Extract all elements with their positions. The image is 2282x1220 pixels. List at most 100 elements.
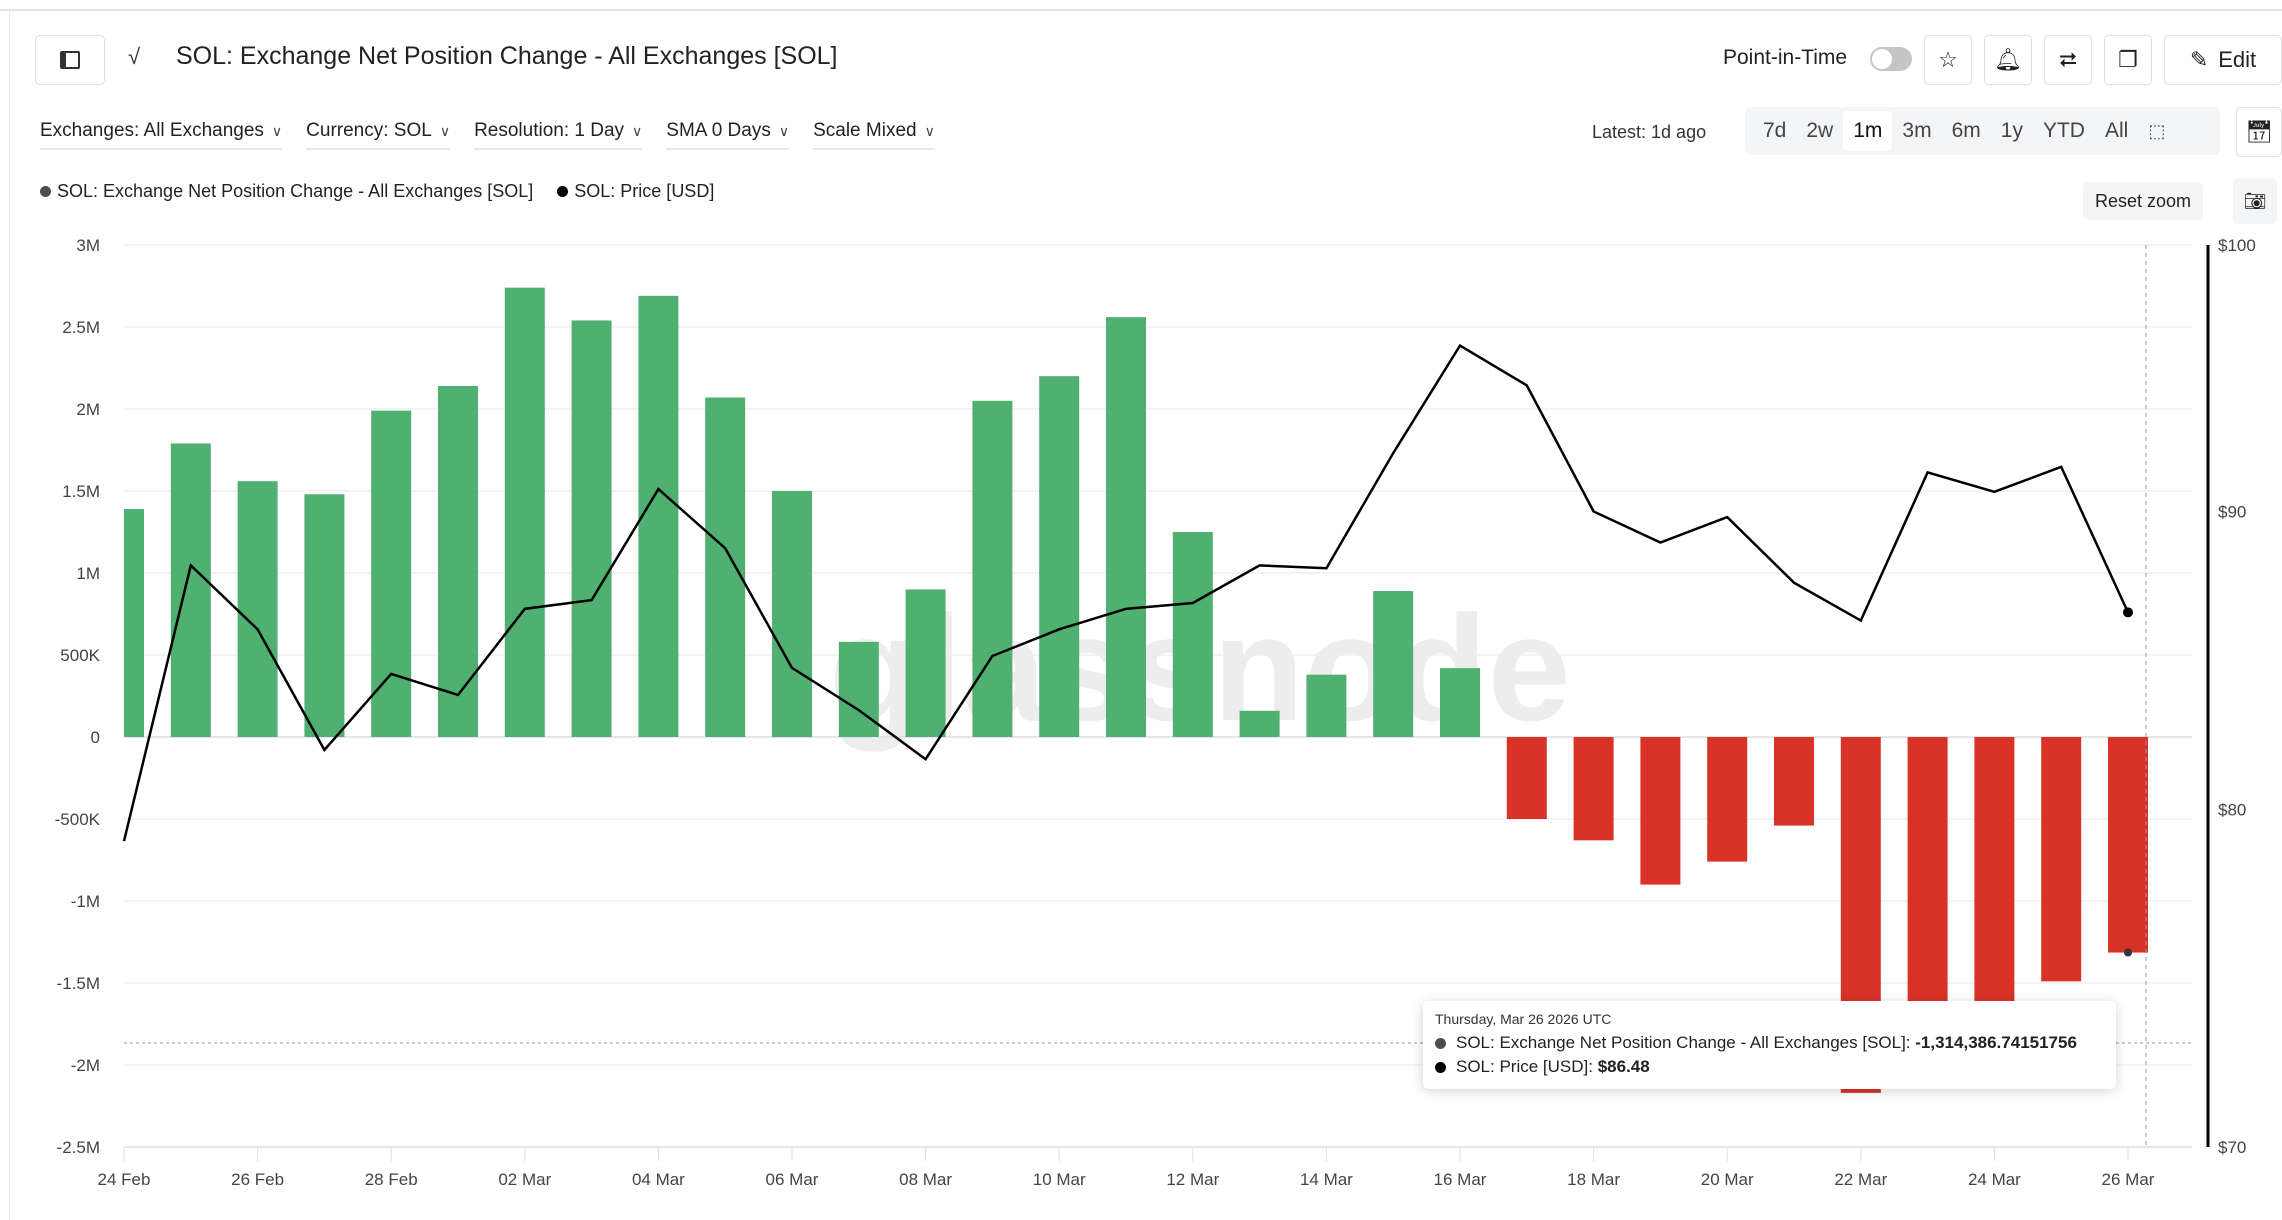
top-border [0,9,2282,11]
bar[interactable] [838,641,879,737]
bar[interactable] [571,320,612,737]
left-axis-tick-label: -2M [71,1056,100,1075]
zoom-select-icon[interactable]: ⬚ [2148,120,2166,141]
x-axis-tick-label: 02 Mar [498,1170,551,1189]
bar[interactable] [1440,668,1480,737]
left-axis-tick-label: 3M [76,236,100,255]
x-axis-tick-label: 18 Mar [1567,1170,1620,1189]
copy-icon: ❐ [2118,47,2138,72]
bar[interactable] [1707,737,1748,862]
bar[interactable] [237,481,278,737]
filter-bar: Exchanges: All Exchanges ∨ Currency: SOL ∨… [40,118,935,150]
tooltip-label: SOL: Price [USD]: [1456,1057,1598,1076]
alert-button[interactable]: 🔔︎ [1984,35,2032,85]
filter-exchanges[interactable]: Exchanges: All Exchanges ∨ [40,118,283,150]
bar[interactable] [170,443,211,737]
bar[interactable] [1106,317,1146,737]
filter-scale[interactable]: Scale Mixed ∨ [813,118,935,150]
filter-sma[interactable]: SMA 0 Days ∨ [666,118,790,150]
x-axis-tick-label: 20 Mar [1701,1170,1754,1189]
left-axis-tick-label: 2M [76,400,100,419]
x-axis-tick-label: 04 Mar [632,1170,685,1189]
tooltip-label: SOL: Exchange Net Position Change - All … [1456,1033,1916,1052]
bar[interactable] [1306,674,1347,737]
sidebar-icon [60,51,80,69]
legend-item-price[interactable]: SOL: Price [USD] [557,181,714,202]
bar[interactable] [438,386,478,737]
bar[interactable] [1506,737,1547,819]
bar[interactable] [705,397,746,737]
bar[interactable] [2108,737,2148,953]
range-1y[interactable]: 1y [2000,119,2023,142]
range-7d[interactable]: 7d [1763,119,1787,142]
share-button[interactable]: ⮂ [2044,35,2092,85]
bar[interactable] [772,491,812,737]
latest-update-label: Latest: 1d ago [1592,122,1707,142]
range-2w[interactable]: 2w [1806,119,1834,142]
bar[interactable] [371,410,412,737]
x-axis-tick-label: 26 Mar [2102,1170,2155,1189]
range-selector: 7d 2w 1m 3m 6m 1y YTD All ⬚ [1745,107,2220,155]
filter-label: SMA 0 Days [666,120,771,141]
favorite-button[interactable]: ☆ [1924,35,1972,85]
left-axis-tick-label: -1M [71,892,100,911]
pencil-icon: ✎ [2189,47,2209,72]
bar[interactable] [124,509,144,737]
camera-icon: 📷︎ [2243,190,2267,211]
range-6m[interactable]: 6m [1951,119,1981,142]
screenshot-button[interactable]: 📷︎ [2233,178,2277,224]
reset-zoom-button[interactable]: Reset zoom [2083,182,2203,220]
bar[interactable] [1974,737,2015,1049]
metric-pulse-icon: √ [128,44,141,69]
range-all[interactable]: All [2104,119,2129,142]
range-3m[interactable]: 3m [1902,119,1932,142]
bar[interactable] [1640,737,1681,885]
point-in-time-toggle[interactable] [1870,47,1912,71]
chart-tooltip: Thursday, Mar 26 2026 UTC SOL: Exchange … [1423,1001,2116,1089]
x-axis-tick-label: 26 Feb [231,1170,284,1189]
legend-dot [40,186,51,197]
bar[interactable] [972,400,1013,737]
bar[interactable] [1573,737,1614,841]
bar[interactable] [304,494,345,737]
filter-currency[interactable]: Currency: SOL ∨ [306,118,451,150]
x-axis-tick-label: 28 Feb [365,1170,418,1189]
bar[interactable] [1774,737,1814,826]
x-axis-tick-label: 24 Mar [1968,1170,2021,1189]
edit-label: Edit [2218,47,2257,72]
edit-button[interactable]: ✎ Edit [2164,35,2282,85]
x-axis-tick-label: 24 Feb [98,1170,151,1189]
x-axis-tick-label: 06 Mar [766,1170,819,1189]
calendar-button[interactable]: 📅︎ [2236,107,2282,157]
right-axis-tick-label: $70 [2218,1138,2246,1157]
chevron-down-icon: ∨ [778,122,790,139]
bar[interactable] [638,295,679,737]
bar[interactable] [905,589,946,737]
bar[interactable] [1373,591,1414,737]
legend-dot [557,186,569,197]
left-border [9,11,10,1220]
copy-button[interactable]: ❐ [2104,35,2152,85]
bar-point-marker [2124,948,2132,957]
range-ytd[interactable]: YTD [2042,119,2085,142]
tooltip-row-price: SOL: Price [USD]: $86.48 [1435,1057,2104,1077]
left-axis-tick-label: 500K [60,646,100,665]
bar[interactable] [504,287,545,737]
bar[interactable] [2041,737,2082,982]
range-1m[interactable]: 1m [1843,111,1893,151]
share-icon: ⮂ [2059,47,2077,72]
right-axis-tick-label: $90 [2218,502,2246,521]
tooltip-row-net-position: SOL: Exchange Net Position Change - All … [1435,1033,2104,1053]
bar[interactable] [1172,532,1213,737]
filter-resolution[interactable]: Resolution: 1 Day ∨ [474,118,643,150]
sidebar-toggle-button[interactable] [35,35,105,85]
legend-item-net-position[interactable]: SOL: Exchange Net Position Change - All … [40,181,533,202]
bar[interactable] [1039,376,1080,737]
filter-label: Resolution: 1 Day [474,120,625,141]
page-title: SOL: Exchange Net Position Change - All … [176,42,838,70]
tooltip-value: -1,314,386.74151756 [1915,1033,2077,1052]
x-axis-tick-label: 08 Mar [899,1170,952,1189]
bar[interactable] [1239,710,1280,737]
left-axis-tick-label: -1.5M [57,974,100,993]
